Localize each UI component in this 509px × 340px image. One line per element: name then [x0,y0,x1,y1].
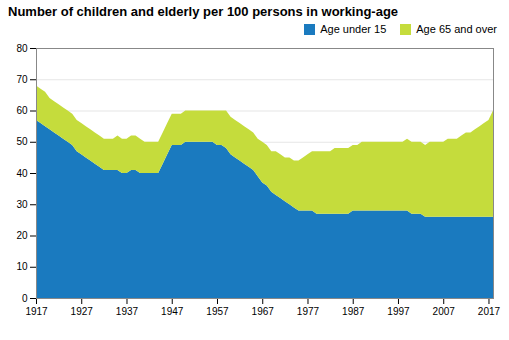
svg-text:1937: 1937 [116,306,139,317]
svg-text:1997: 1997 [387,306,410,317]
svg-text:60: 60 [16,105,28,116]
svg-text:2017: 2017 [478,306,501,317]
html-text:Age under 15: Age under 15 [320,23,387,35]
svg-text:1987: 1987 [342,306,365,317]
svg-text:1947: 1947 [161,306,184,317]
svg-text:80: 80 [16,43,28,54]
svg-text:40: 40 [16,168,28,179]
svg-text:1917: 1917 [25,306,48,317]
svg-text:1967: 1967 [252,306,275,317]
html-text:Age 65 and over: Age 65 and over [416,23,497,35]
svg-text:10: 10 [16,261,28,272]
svg-text:50: 50 [16,136,28,147]
svg-text:70: 70 [16,74,28,85]
svg-text:2007: 2007 [433,306,456,317]
svg-text:20: 20 [16,230,28,241]
svg-text:0: 0 [22,293,28,304]
svg-text:1927: 1927 [71,306,94,317]
html-text:Number of children and elderly: Number of children and elderly per 100 p… [8,4,399,19]
svg-text:1977: 1977 [297,306,320,317]
svg-text:1957: 1957 [206,306,229,317]
svg-text:30: 30 [16,199,28,210]
